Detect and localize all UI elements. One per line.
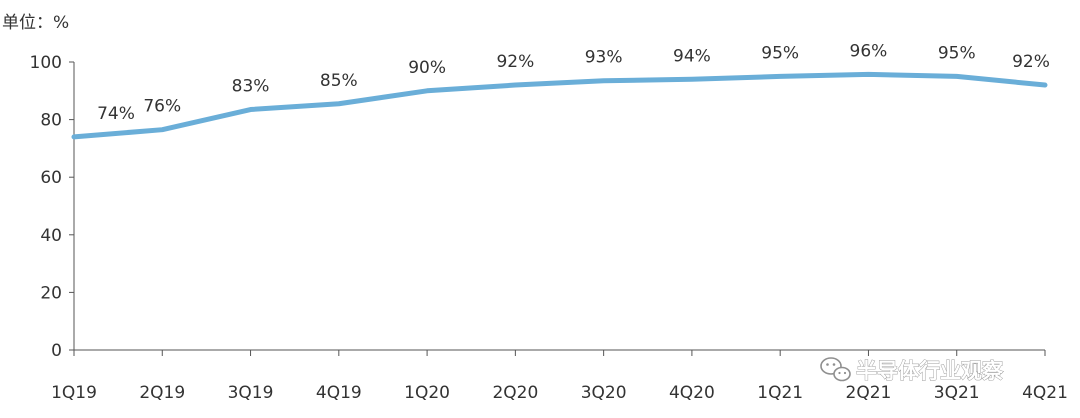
wechat-icon	[820, 357, 851, 382]
data-label: 83%	[232, 77, 270, 97]
data-label: 85%	[320, 71, 358, 91]
data-label: 94%	[673, 46, 711, 66]
x-tick-label: 4Q20	[669, 383, 715, 403]
unit-label: 单位：%	[2, 13, 69, 33]
x-tick-label: 3Q20	[581, 383, 627, 403]
data-label: 74%	[97, 104, 135, 124]
x-tick-label: 1Q21	[757, 383, 803, 403]
data-label: 96%	[850, 41, 888, 61]
x-tick-label: 4Q19	[316, 383, 362, 403]
data-label: 92%	[1012, 52, 1050, 72]
data-label: 92%	[496, 52, 534, 72]
y-axis: 0 20 40 60 80 100	[30, 53, 75, 361]
x-tick-label: 2Q19	[139, 383, 185, 403]
y-tick-label: 60	[40, 168, 62, 188]
data-label: 93%	[585, 48, 623, 68]
series-line	[71, 71, 1048, 140]
data-label: 76%	[143, 97, 181, 117]
x-tick-label: 2Q21	[846, 383, 892, 403]
watermark-text: 半导体行业观察	[856, 359, 1004, 383]
x-axis: 1Q19 2Q19 3Q19 4Q19 1Q20 2Q20 3Q20 4Q20 1Q21 2Q21…	[51, 349, 1068, 403]
x-tick-label: 2Q20	[492, 383, 538, 403]
x-tick-label: 3Q21	[934, 383, 980, 403]
watermark: 半导体行业观察	[820, 357, 1004, 383]
x-tick-label: 4Q21	[1022, 383, 1068, 403]
y-tick-label: 80	[40, 111, 62, 131]
x-tick-label: 1Q20	[404, 383, 450, 403]
y-tick-label: 20	[40, 283, 62, 303]
data-labels: 74% 76% 83% 85% 90% 92% 93% 94% 95% 96% 95% 92%	[97, 41, 1050, 123]
data-label: 95%	[938, 43, 976, 63]
x-tick-label: 3Q19	[228, 383, 274, 403]
y-tick-label: 100	[30, 53, 62, 73]
y-tick-label: 0	[51, 341, 62, 361]
data-label: 95%	[761, 43, 799, 63]
x-tick-label: 1Q19	[51, 383, 97, 403]
data-label: 90%	[408, 58, 446, 78]
y-tick-label: 40	[40, 226, 62, 246]
series-group	[71, 71, 1048, 140]
